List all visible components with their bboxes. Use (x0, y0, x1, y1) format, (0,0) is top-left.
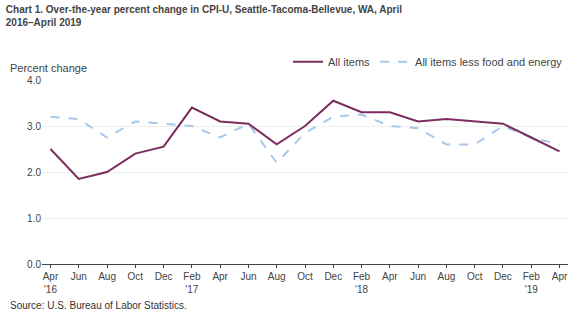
svg-text:Feb'18: Feb'18 (353, 271, 371, 295)
svg-text:Aug: Aug (438, 271, 456, 282)
svg-text:Dec: Dec (155, 271, 173, 282)
svg-text:All items less food and energy: All items less food and energy (415, 56, 562, 68)
svg-text:Apr: Apr (382, 271, 398, 282)
svg-text:Apr: Apr (552, 271, 568, 282)
svg-text:Oct: Oct (467, 271, 483, 282)
svg-text:Chart 1. Over-the-year percent: Chart 1. Over-the-year percent change in… (6, 4, 402, 28)
svg-text:Percent change: Percent change (10, 62, 87, 74)
svg-text:1.0: 1.0 (27, 213, 41, 224)
svg-text:Aug: Aug (268, 271, 286, 282)
svg-text:Source: U.S. Bureau of Labor S: Source: U.S. Bureau of Labor Statistics. (10, 300, 187, 311)
svg-text:Jun: Jun (71, 271, 87, 282)
svg-text:0.0: 0.0 (27, 259, 41, 270)
svg-text:3.0: 3.0 (27, 121, 41, 132)
svg-text:Aug: Aug (98, 271, 116, 282)
svg-text:Feb'19: Feb'19 (523, 271, 541, 295)
svg-text:2.0: 2.0 (27, 167, 41, 178)
svg-text:Oct: Oct (297, 271, 313, 282)
svg-text:Jun: Jun (240, 271, 256, 282)
svg-text:Apr'16: Apr'16 (43, 271, 59, 295)
svg-text:Dec: Dec (324, 271, 342, 282)
svg-text:Jun: Jun (410, 271, 426, 282)
svg-text:Apr: Apr (212, 271, 228, 282)
svg-text:All items: All items (328, 56, 370, 68)
svg-text:Feb'17: Feb'17 (183, 271, 201, 295)
svg-text:4.0: 4.0 (27, 75, 41, 86)
svg-text:Oct: Oct (128, 271, 144, 282)
svg-text:Dec: Dec (494, 271, 512, 282)
